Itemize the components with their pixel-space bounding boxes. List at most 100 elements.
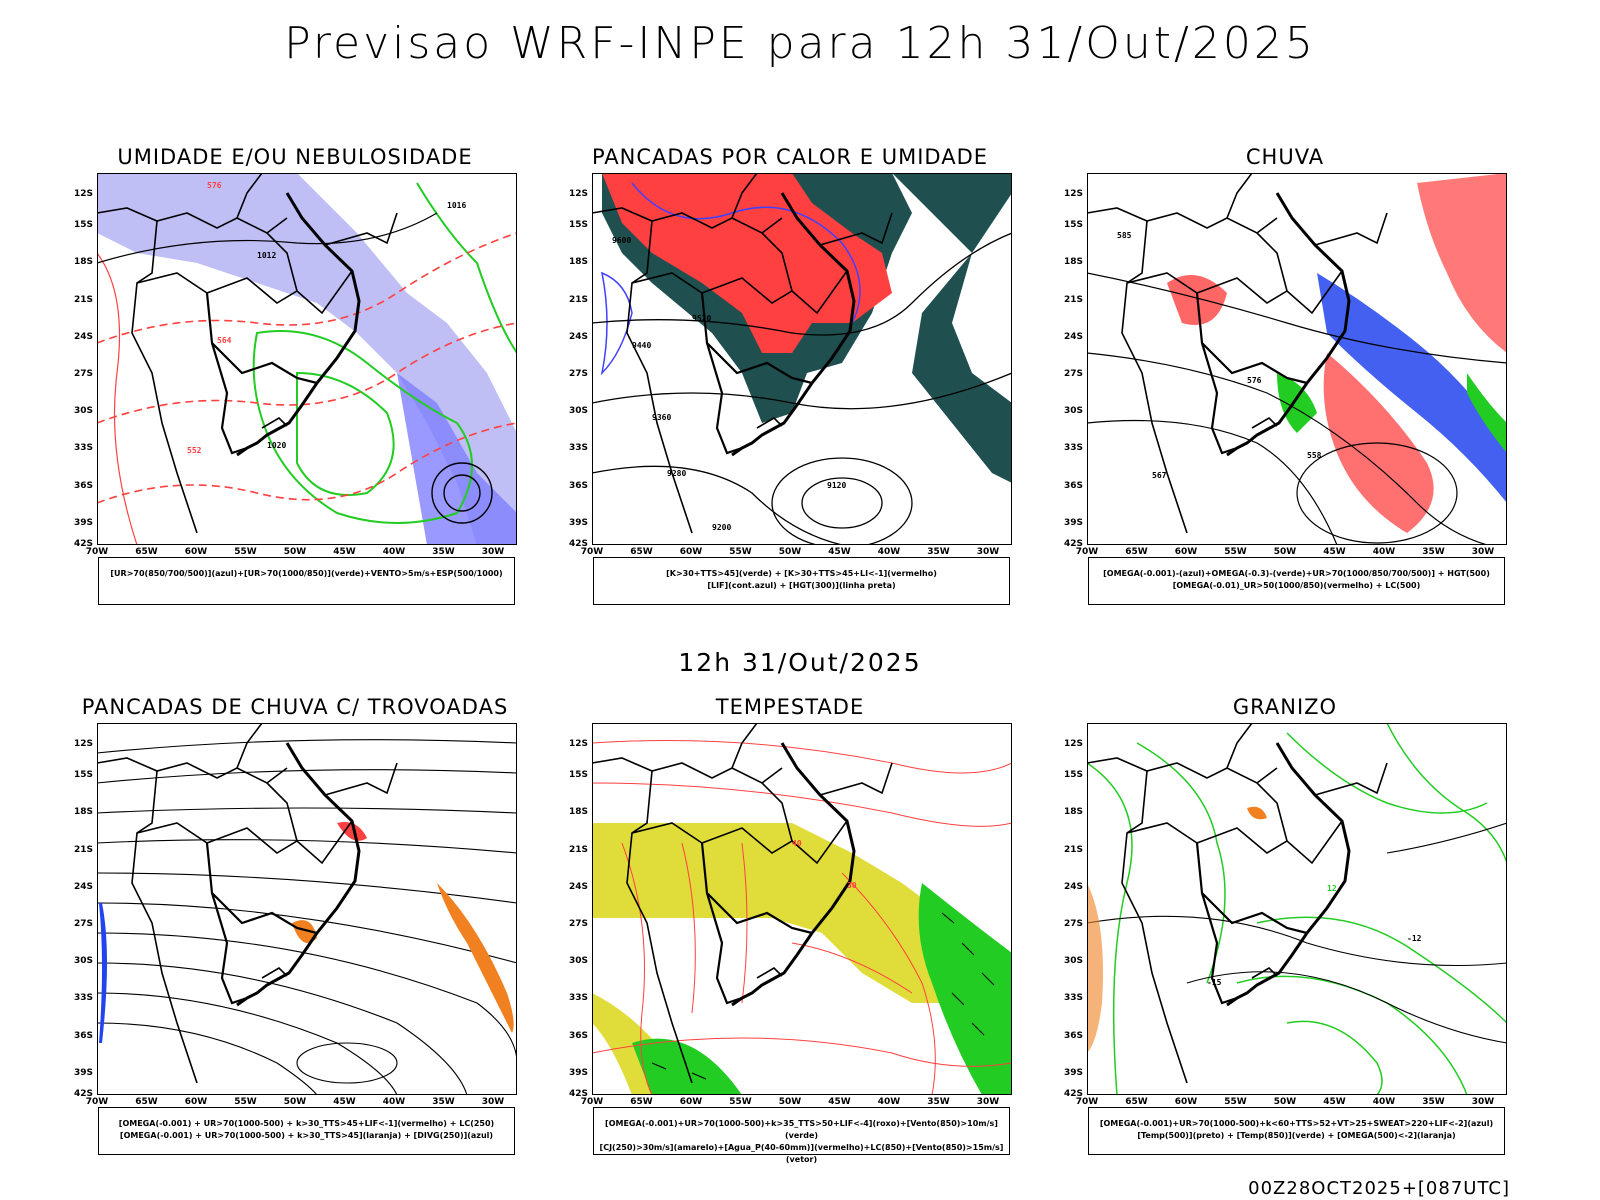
- lat-tick-label: 39S: [568, 1067, 588, 1078]
- lat-tick-label: 39S: [73, 1067, 93, 1078]
- main-title: Previsao WRF-INPE para 12h 31/Out/2025: [284, 18, 1316, 69]
- contour-label: 9440: [632, 341, 651, 350]
- pressure-low: [431, 462, 493, 524]
- rain-red-area: [1417, 173, 1507, 353]
- legend-line: [OMEGA(-0.001)-(azul)+OMEGA(-0.3)-(verde…: [1103, 569, 1490, 578]
- lon-tick-label: 45W: [828, 1097, 851, 1107]
- lon-tick-label: 40W: [382, 1097, 406, 1107]
- lat-tick-label: 36S: [1063, 480, 1083, 491]
- lif-contour: [600, 271, 633, 376]
- lat-tick-label: 24S: [1063, 881, 1083, 892]
- contour-label: 9200: [712, 523, 731, 532]
- hgt-contour: [592, 372, 1012, 410]
- panel-legend: [OMEGA(-0.001)-(azul)+OMEGA(-0.3)-(verde…: [1088, 557, 1505, 605]
- lat-tick-label: 39S: [568, 517, 588, 528]
- panel-title: PANCADAS DE CHUVA C/ TROVOADAS: [81, 695, 509, 719]
- lon-tick-label: 40W: [1372, 1097, 1396, 1107]
- map-granizo: -12 12 -15 12S 15S 18S 21S 24S 27S 30S 33S 36S 39…: [1064, 723, 1507, 1107]
- panel-title: CHUVA: [1245, 145, 1325, 169]
- contour-label: 567: [1152, 471, 1167, 480]
- contour-label: -12: [1407, 934, 1422, 943]
- thickness-contour: [97, 422, 517, 504]
- lat-tick-label: 24S: [73, 331, 93, 342]
- lat-tick-label: 42S: [73, 1089, 93, 1099]
- lat-tick-label: 15S: [73, 220, 93, 231]
- thickness-contour: [97, 322, 517, 424]
- lat-tick-label: 33S: [1063, 993, 1083, 1004]
- lon-tick-label: 30W: [481, 547, 505, 557]
- contour-label: 576: [207, 181, 222, 190]
- lat-tick-label: 21S: [73, 844, 93, 855]
- contour-label: 558: [1307, 451, 1322, 460]
- map-trovoadas: 12S 15S 18S 21S 24S 27S 30S 33S 36S 39S 42S 70W 65W 6…: [74, 723, 517, 1107]
- lon-tick-label: 35W: [1422, 1097, 1445, 1107]
- legend-line: [K>30+TTS>45](verde) + [K>30+TTS>45+LI<-…: [666, 569, 937, 578]
- lon-tick-label: 40W: [382, 547, 406, 557]
- green-contour: [252, 330, 473, 524]
- contour-label: 1012: [257, 251, 276, 260]
- red-instability-area: [602, 173, 892, 353]
- green-contour: [296, 371, 395, 496]
- contour-label: -15: [1207, 978, 1222, 987]
- map-canvas: [97, 723, 517, 1095]
- lat-tick-label: 18S: [568, 807, 588, 818]
- map-chuva: 585 576 567 558 12S 15S 18S 21S 24S 27S 30S 33S…: [1064, 173, 1507, 557]
- lon-tick-label: 55W: [729, 1097, 752, 1107]
- lat-tick-label: 15S: [1063, 220, 1083, 231]
- lat-tick-label: 27S: [1063, 919, 1083, 929]
- lc850-streamlines: [592, 740, 1012, 1095]
- lat-tick-label: 18S: [1063, 257, 1083, 268]
- legend-line: [OMEGA(-0.001) + UR>70(1000-500) + k>30_…: [119, 1131, 494, 1140]
- legend-line: [OMEGA(-0.001) + UR>70(1000-500) + k>30_…: [118, 1119, 495, 1128]
- lat-tick-label: 27S: [568, 919, 588, 929]
- omega-blue-area: [1317, 273, 1507, 503]
- panel-title: TEMPESTADE: [715, 695, 865, 719]
- map-canvas: 1012 1016 1020 576 564 552: [97, 173, 517, 545]
- lat-tick-label: 21S: [568, 294, 588, 305]
- lat-tick-label: 21S: [1063, 294, 1083, 305]
- map-canvas: -12 12 -15: [1087, 723, 1507, 1095]
- map-tempestade: 40 30 12S 15S 18S 21S 24S 27S 30S 33S 36S 39S 42S 7…: [569, 723, 1012, 1107]
- lat-tick-label: 30S: [73, 406, 93, 417]
- hgt-contour: [1087, 272, 1507, 364]
- panel-pancadas-calor: PANCADAS POR CALOR E UMIDADE 9600 9520 9…: [555, 145, 1025, 605]
- lon-tick-label: 60W: [184, 1097, 208, 1107]
- map-canvas: 9600 9520 9440 9360 9280 9120 9200: [592, 173, 1012, 545]
- divergence-blue: [99, 903, 107, 1043]
- lat-tick-label: 33S: [568, 993, 588, 1004]
- lon-tick-label: 55W: [1224, 1097, 1247, 1107]
- legend-line: [OMEGA(-0.001)+UR>70(1000-500)+k>35_TTS>…: [605, 1119, 998, 1140]
- lon-tick-label: 40W: [877, 547, 901, 557]
- lon-tick-label: 50W: [283, 547, 307, 557]
- thickness-contour: [97, 232, 517, 344]
- lat-tick-label: 30S: [568, 406, 588, 417]
- panel-legend: [OMEGA(-0.001)+UR>70(1000-500)+k>35_TTS>…: [593, 1107, 1010, 1164]
- lat-tick-label: 12S: [568, 189, 588, 199]
- red-contour: [97, 252, 138, 545]
- lat-tick-label: 39S: [73, 517, 93, 528]
- lat-tick-label: 18S: [568, 257, 588, 268]
- contour-label: 9600: [612, 236, 631, 245]
- temp850-contours: [1087, 723, 1507, 1095]
- wind-green-area: [918, 883, 1012, 1095]
- lat-tick-label: 33S: [1063, 443, 1083, 454]
- lat-tick-label: 21S: [1063, 844, 1083, 855]
- lon-tick-label: 65W: [1125, 547, 1148, 557]
- lat-tick-label: 39S: [1063, 1067, 1083, 1078]
- lon-tick-label: 30W: [976, 547, 1000, 557]
- lat-tick-label: 33S: [568, 443, 588, 454]
- lat-tick-label: 36S: [1063, 1030, 1083, 1041]
- lat-tick-label: 36S: [73, 480, 93, 491]
- lon-tick-label: 40W: [877, 1097, 901, 1107]
- lat-tick-label: 15S: [568, 770, 588, 781]
- lon-tick-label: 65W: [630, 1097, 653, 1107]
- lon-tick-label: 35W: [432, 1097, 455, 1107]
- lon-tick-label: 60W: [679, 1097, 703, 1107]
- lat-tick-label: 12S: [568, 739, 588, 749]
- lat-tick-label: 30S: [73, 956, 93, 967]
- lat-tick-label: 33S: [73, 993, 93, 1004]
- lon-tick-label: 70W: [1075, 1097, 1099, 1107]
- panel-title: GRANIZO: [1232, 695, 1338, 719]
- lat-tick-label: 15S: [568, 220, 588, 231]
- lon-tick-label: 35W: [1422, 547, 1445, 557]
